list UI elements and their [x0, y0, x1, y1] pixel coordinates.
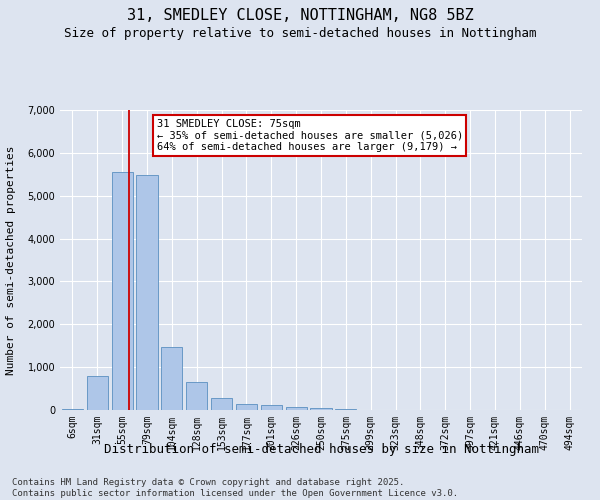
Bar — [310, 408, 332, 410]
Text: Distribution of semi-detached houses by size in Nottingham: Distribution of semi-detached houses by … — [104, 442, 539, 456]
Text: Contains HM Land Registry data © Crown copyright and database right 2025.
Contai: Contains HM Land Registry data © Crown c… — [12, 478, 458, 498]
Bar — [136, 175, 158, 410]
Bar — [161, 346, 182, 410]
Bar — [261, 405, 282, 410]
Text: 31, SMEDLEY CLOSE, NOTTINGHAM, NG8 5BZ: 31, SMEDLEY CLOSE, NOTTINGHAM, NG8 5BZ — [127, 8, 473, 22]
Bar — [87, 376, 108, 410]
Bar — [62, 409, 83, 410]
Text: 31 SMEDLEY CLOSE: 75sqm
← 35% of semi-detached houses are smaller (5,026)
64% of: 31 SMEDLEY CLOSE: 75sqm ← 35% of semi-de… — [157, 119, 463, 152]
Bar — [286, 407, 307, 410]
Bar — [335, 408, 356, 410]
Bar — [112, 172, 133, 410]
Text: Number of semi-detached properties: Number of semi-detached properties — [6, 145, 16, 375]
Bar — [236, 404, 257, 410]
Bar — [211, 398, 232, 410]
Text: Size of property relative to semi-detached houses in Nottingham: Size of property relative to semi-detach… — [64, 28, 536, 40]
Bar — [186, 382, 207, 410]
